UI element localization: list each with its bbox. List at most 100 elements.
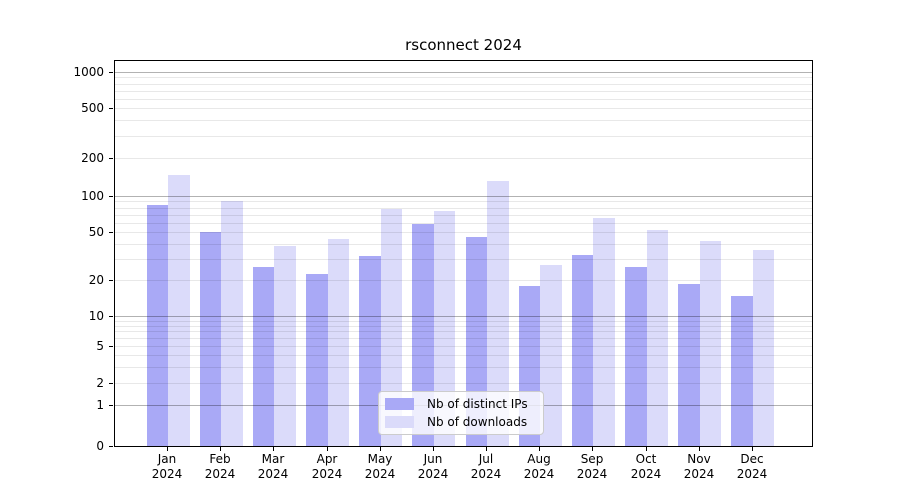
plot-area bbox=[114, 60, 813, 447]
month-label: Mar bbox=[261, 452, 285, 466]
year-label: 2024 bbox=[204, 467, 236, 481]
x-axis-tick-label-oct: Oct 2024 bbox=[616, 452, 676, 482]
legend-label-downloads: Nb of downloads bbox=[427, 415, 528, 430]
x-axis-tick-label-mar: Mar 2024 bbox=[243, 452, 303, 482]
y-minor-gridline-700 bbox=[115, 91, 812, 92]
y-gridline-50 bbox=[115, 232, 812, 233]
legend-entry-downloads: Nb of downloads bbox=[385, 414, 535, 431]
bar-distinct-ips-sep bbox=[571, 254, 594, 446]
bar-downloads-apr bbox=[327, 238, 350, 446]
y-axis-tick-mark bbox=[109, 232, 113, 233]
y-minor-gridline-7 bbox=[115, 331, 812, 332]
y-axis-tick-mark bbox=[109, 405, 113, 406]
x-axis-tick-label-jul: Jul 2024 bbox=[456, 452, 516, 482]
y-minor-gridline-8 bbox=[115, 326, 812, 327]
bar-downloads-jan bbox=[168, 174, 190, 446]
y-minor-gridline-600 bbox=[115, 99, 812, 100]
y-axis-tick-mark bbox=[109, 280, 113, 281]
year-label: 2024 bbox=[364, 467, 396, 481]
y-gridline-20 bbox=[115, 280, 812, 281]
y-axis-tick-label: 5 bbox=[96, 339, 104, 353]
y-axis-tick-label: 2 bbox=[96, 376, 104, 390]
month-label: Jun bbox=[423, 452, 443, 466]
x-axis-tick-mark bbox=[646, 447, 647, 451]
y-gridline-2 bbox=[115, 383, 812, 384]
y-gridline-100 bbox=[115, 196, 812, 197]
x-axis-tick-label-jan: Jan 2024 bbox=[137, 452, 197, 482]
y-axis-tick-label: 500 bbox=[81, 101, 104, 115]
y-minor-gridline-800 bbox=[115, 84, 812, 85]
month-label: Sep bbox=[580, 452, 604, 466]
y-minor-gridline-90 bbox=[115, 201, 812, 202]
month-label: Feb bbox=[209, 452, 231, 466]
x-axis-tick-label-sep: Sep 2024 bbox=[562, 452, 622, 482]
legend-swatch-distinct-ips-icon bbox=[385, 397, 414, 410]
y-minor-gridline-70 bbox=[115, 215, 812, 216]
y-axis-tick-mark bbox=[109, 72, 113, 73]
y-minor-gridline-30 bbox=[115, 259, 812, 260]
bar-distinct-ips-apr bbox=[306, 273, 328, 446]
bar-downloads-feb bbox=[221, 200, 243, 446]
y-gridline-10 bbox=[115, 316, 812, 317]
y-axis-tick-mark bbox=[109, 108, 113, 109]
y-minor-gridline-40 bbox=[115, 244, 812, 245]
y-axis-tick-label: 10 bbox=[88, 309, 104, 323]
bar-downloads-nov bbox=[699, 240, 722, 446]
x-axis-tick-label-may: May 2024 bbox=[350, 452, 410, 482]
legend-swatch-downloads-icon bbox=[385, 416, 414, 429]
legend-entry-distinct-ips: Nb of distinct IPs bbox=[385, 395, 535, 412]
month-label: Jan bbox=[157, 452, 177, 466]
year-label: 2024 bbox=[523, 467, 555, 481]
legend-label-distinct-ips: Nb of distinct IPs bbox=[427, 396, 528, 411]
month-label: Dec bbox=[740, 452, 764, 466]
y-minor-gridline-900 bbox=[115, 77, 812, 78]
bar-downloads-sep bbox=[593, 217, 615, 446]
y-gridline-5 bbox=[115, 346, 812, 347]
y-minor-gridline-60 bbox=[115, 223, 812, 224]
bar-downloads-aug bbox=[540, 265, 562, 446]
x-axis-tick-label-apr: Apr 2024 bbox=[297, 452, 357, 482]
y-axis-tick-label: 1000 bbox=[73, 65, 104, 79]
y-axis-tick-label: 200 bbox=[81, 151, 104, 165]
y-axis-tick-label: 20 bbox=[88, 273, 104, 287]
month-label: May bbox=[367, 452, 393, 466]
y-minor-gridline-9 bbox=[115, 321, 812, 322]
x-axis-tick-mark bbox=[752, 447, 753, 451]
bar-downloads-jun bbox=[433, 211, 456, 446]
y-axis-tick-label: 0 bbox=[96, 439, 104, 453]
x-axis-tick-mark bbox=[220, 447, 221, 451]
x-axis-tick-mark bbox=[380, 447, 381, 451]
y-axis-tick-mark bbox=[109, 158, 113, 159]
year-label: 2024 bbox=[576, 467, 608, 481]
legend: Nb of distinct IPs Nb of downloads bbox=[378, 391, 544, 435]
y-axis-tick-mark bbox=[109, 346, 113, 347]
x-axis-tick-label-nov: Nov 2024 bbox=[669, 452, 729, 482]
bar-downloads-may bbox=[380, 208, 403, 446]
chart-title: rsconnect 2024 bbox=[405, 36, 522, 54]
year-label: 2024 bbox=[683, 467, 715, 481]
x-axis-tick-label-jun: Jun 2024 bbox=[403, 452, 463, 482]
bar-downloads-jul bbox=[487, 180, 509, 446]
bar-distinct-ips-dec bbox=[731, 295, 753, 446]
y-minor-gridline-4 bbox=[115, 355, 812, 356]
x-axis-tick-mark bbox=[699, 447, 700, 451]
y-minor-gridline-80 bbox=[115, 208, 812, 209]
x-axis-tick-label-dec: Dec 2024 bbox=[722, 452, 782, 482]
bar-distinct-ips-jun bbox=[412, 223, 434, 446]
y-axis-tick-mark bbox=[109, 196, 113, 197]
bar-distinct-ips-jan bbox=[146, 205, 168, 446]
x-axis-tick-mark bbox=[433, 447, 434, 451]
month-label: Oct bbox=[635, 452, 657, 466]
x-axis-tick-mark bbox=[167, 447, 168, 451]
year-label: 2024 bbox=[736, 467, 768, 481]
y-axis-tick-mark bbox=[109, 446, 113, 447]
y-axis-tick-label: 50 bbox=[88, 225, 104, 239]
x-axis-tick-mark bbox=[486, 447, 487, 451]
y-axis-tick-label: 1 bbox=[96, 398, 104, 412]
year-label: 2024 bbox=[470, 467, 502, 481]
y-axis-tick-mark bbox=[109, 316, 113, 317]
y-gridline-500 bbox=[115, 108, 812, 109]
bar-distinct-ips-feb bbox=[199, 231, 222, 446]
bar-distinct-ips-mar bbox=[252, 267, 275, 446]
